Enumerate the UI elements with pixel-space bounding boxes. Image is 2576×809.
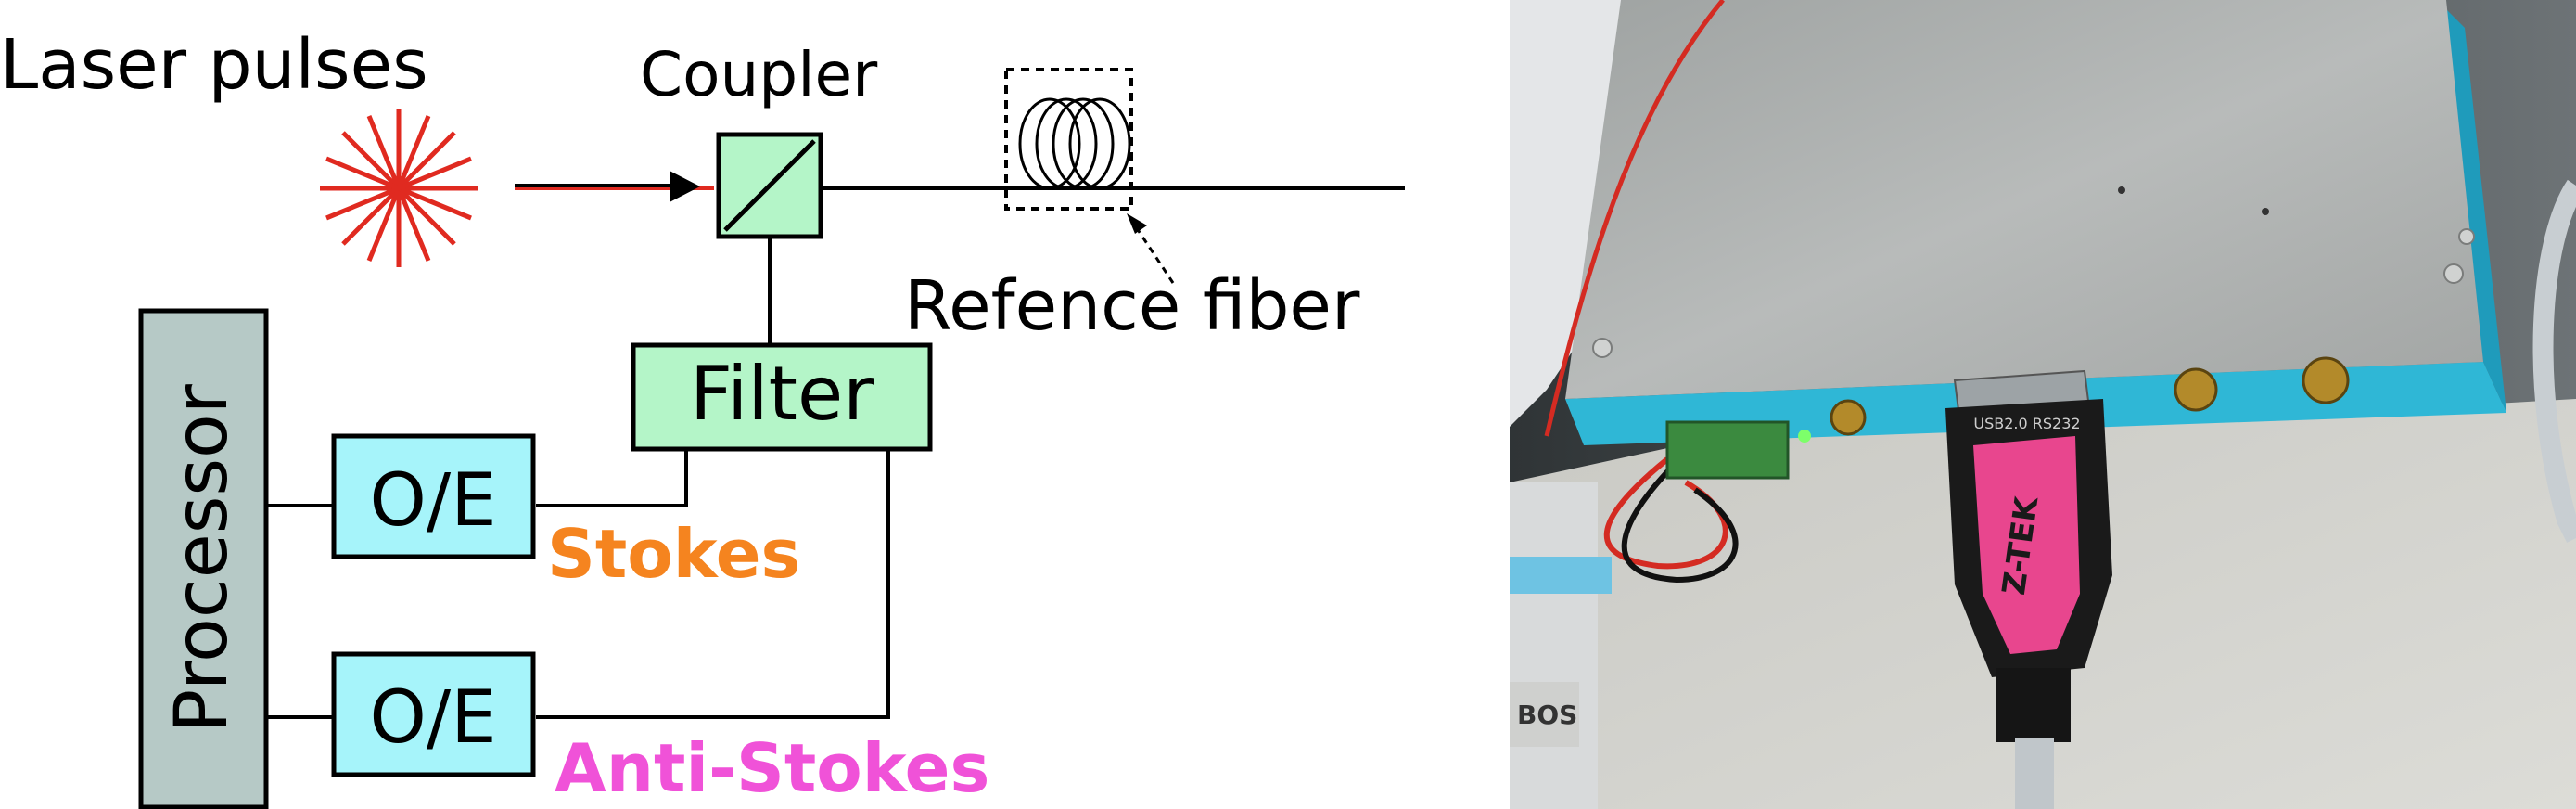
plate-dot: [2118, 186, 2125, 194]
filter-label: Filter: [690, 351, 874, 437]
green-led: [1798, 430, 1811, 443]
sma-connector: [1830, 399, 1867, 436]
plate-screw: [2443, 263, 2464, 284]
reference-label: Refence fiber: [904, 266, 1360, 346]
device-top-plate: [1565, 0, 2483, 399]
plate-screw: [2458, 228, 2475, 245]
raman-dts-schematic: Laser pulses Coupler Refence fiber Filte…: [0, 25, 1405, 809]
sma-connector: [2302, 356, 2350, 404]
laser-label: Laser pulses: [0, 25, 428, 105]
laser-arrow-head: [670, 171, 700, 202]
adapter-label-text: USB2.0 RS232: [1973, 415, 2080, 432]
laser-burst-icon: [320, 109, 478, 267]
reference-pointer-head: [1127, 213, 1147, 234]
anti-stokes-label: Anti-Stokes: [555, 729, 989, 807]
plate-screw: [1592, 338, 1613, 358]
strain-relief: [1996, 668, 2071, 742]
rs232-pink-grip: [1973, 436, 2080, 654]
sticker-bottom: [1510, 682, 1579, 747]
coupler-label: Coupler: [640, 39, 878, 110]
right-cable: [2532, 179, 2576, 543]
device-photo: BOS Z-TEK USB2.0 RS232: [1510, 0, 2576, 809]
oe-box-top: [331, 433, 536, 559]
oe-box-bottom: [331, 651, 536, 777]
power-wire-black: [1621, 459, 1739, 584]
coupler-diagonal: [723, 139, 816, 232]
oe-bottom-label: O/E: [370, 676, 497, 760]
filter-box: [631, 342, 933, 452]
processor-box: [138, 308, 269, 809]
red-wire-top: [1544, 0, 1725, 437]
reference-fiber-dashed-box: [1004, 68, 1133, 211]
plate-dot: [2262, 208, 2269, 215]
terminal-block: [1665, 420, 1790, 480]
cable-tag-blue: [1510, 557, 1612, 594]
processor-label: Processor: [160, 383, 244, 733]
fiber-coil-icon: [1018, 97, 1131, 190]
stokes-label: Stokes: [547, 515, 800, 593]
oe-top-label: O/E: [370, 459, 497, 543]
sma-connector: [2174, 367, 2218, 412]
sticker-text: BOS: [1517, 700, 1577, 730]
stokes-path: [536, 449, 688, 507]
desk-item: [1510, 482, 1598, 809]
power-wire-red: [1603, 456, 1728, 570]
usb-cable: [2015, 738, 2054, 809]
anti-stokes-path: [536, 449, 890, 719]
